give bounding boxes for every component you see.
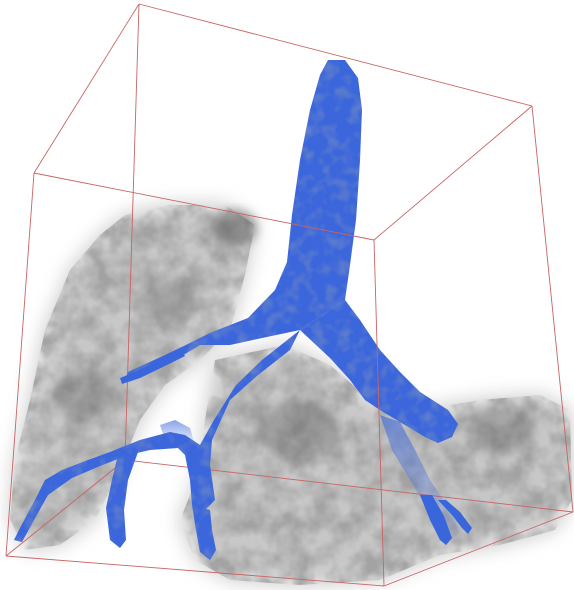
bounding-box bbox=[5, 3, 574, 557]
bounding-box-front bbox=[5, 105, 574, 587]
lung-tissue-right bbox=[180, 345, 572, 585]
airway-tree bbox=[14, 60, 472, 560]
